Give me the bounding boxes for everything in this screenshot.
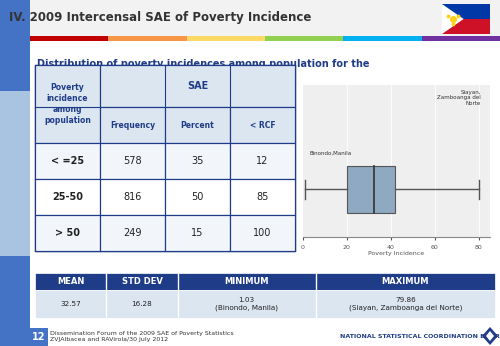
FancyBboxPatch shape <box>30 50 500 288</box>
FancyBboxPatch shape <box>35 215 100 251</box>
FancyBboxPatch shape <box>346 166 395 213</box>
FancyBboxPatch shape <box>30 36 108 41</box>
FancyBboxPatch shape <box>35 65 295 251</box>
FancyBboxPatch shape <box>30 328 48 346</box>
FancyBboxPatch shape <box>230 107 295 143</box>
Text: 100: 100 <box>254 228 272 238</box>
Text: 578: 578 <box>123 156 142 166</box>
Text: 32.57: 32.57 <box>60 301 81 307</box>
Text: IV. 2009 Intercensal SAE of Poverty Incidence: IV. 2009 Intercensal SAE of Poverty Inci… <box>9 11 311 25</box>
Text: Poverty
incidence
among
population: Poverty incidence among population <box>44 83 91 125</box>
Text: NATIONAL STATISTICAL COORDINATION BOARD: NATIONAL STATISTICAL COORDINATION BOARD <box>340 334 500 338</box>
FancyBboxPatch shape <box>165 143 230 179</box>
FancyBboxPatch shape <box>100 107 165 143</box>
Text: 816: 816 <box>124 192 142 202</box>
Text: 85: 85 <box>256 192 268 202</box>
FancyBboxPatch shape <box>165 107 230 143</box>
Text: 12: 12 <box>32 332 46 342</box>
FancyBboxPatch shape <box>30 0 500 36</box>
FancyBboxPatch shape <box>165 179 230 215</box>
FancyBboxPatch shape <box>100 179 165 215</box>
FancyBboxPatch shape <box>100 143 165 179</box>
Text: 25-50: 25-50 <box>52 192 83 202</box>
FancyBboxPatch shape <box>100 215 165 251</box>
Text: Frequency: Frequency <box>110 120 155 129</box>
Text: Distribution of poverty incidences among population for the
1,643 cities and mun: Distribution of poverty incidences among… <box>37 59 370 82</box>
Text: 15: 15 <box>192 228 203 238</box>
Text: MINIMUM: MINIMUM <box>224 277 269 286</box>
Polygon shape <box>442 4 464 34</box>
FancyBboxPatch shape <box>35 143 100 179</box>
Text: STD DEV: STD DEV <box>122 277 162 286</box>
FancyBboxPatch shape <box>35 273 495 290</box>
FancyBboxPatch shape <box>0 0 30 346</box>
Text: 16.28: 16.28 <box>132 301 152 307</box>
Polygon shape <box>486 331 494 341</box>
Text: 12: 12 <box>256 156 268 166</box>
FancyBboxPatch shape <box>442 4 490 19</box>
Text: Dissemination Forum of the 2009 SAE of Poverty Statistics: Dissemination Forum of the 2009 SAE of P… <box>50 330 234 336</box>
FancyBboxPatch shape <box>422 36 500 41</box>
FancyBboxPatch shape <box>265 36 344 41</box>
FancyBboxPatch shape <box>344 36 421 41</box>
Text: < RCF: < RCF <box>250 120 276 129</box>
Text: 35: 35 <box>192 156 203 166</box>
Text: ZVJAlbacea and RAVirola/30 July 2012: ZVJAlbacea and RAVirola/30 July 2012 <box>50 337 168 342</box>
FancyBboxPatch shape <box>230 215 295 251</box>
Text: > 50: > 50 <box>55 228 80 238</box>
FancyBboxPatch shape <box>108 36 186 41</box>
Text: 1.03
(Binondo, Manila): 1.03 (Binondo, Manila) <box>215 297 278 311</box>
Text: Percent: Percent <box>180 120 214 129</box>
FancyBboxPatch shape <box>165 215 230 251</box>
FancyBboxPatch shape <box>35 65 100 143</box>
FancyBboxPatch shape <box>442 19 490 34</box>
Text: SAE: SAE <box>187 81 208 91</box>
FancyBboxPatch shape <box>100 65 295 107</box>
FancyBboxPatch shape <box>35 179 100 215</box>
FancyBboxPatch shape <box>230 143 295 179</box>
Text: 249: 249 <box>123 228 142 238</box>
Text: Binondo,Manila: Binondo,Manila <box>309 151 352 156</box>
Text: 50: 50 <box>192 192 203 202</box>
X-axis label: Poverty Incidence: Poverty Incidence <box>368 251 424 256</box>
Polygon shape <box>482 327 498 345</box>
FancyBboxPatch shape <box>186 36 265 41</box>
Text: MAXIMUM: MAXIMUM <box>382 277 429 286</box>
FancyBboxPatch shape <box>230 179 295 215</box>
FancyBboxPatch shape <box>35 290 495 318</box>
Text: Siayan,
Zamboanga del
Norte: Siayan, Zamboanga del Norte <box>437 90 481 106</box>
Text: < =25: < =25 <box>51 156 84 166</box>
Text: MEAN: MEAN <box>57 277 84 286</box>
Text: 79.86
(Siayan, Zamboanga del Norte): 79.86 (Siayan, Zamboanga del Norte) <box>348 297 462 311</box>
FancyBboxPatch shape <box>0 91 30 256</box>
